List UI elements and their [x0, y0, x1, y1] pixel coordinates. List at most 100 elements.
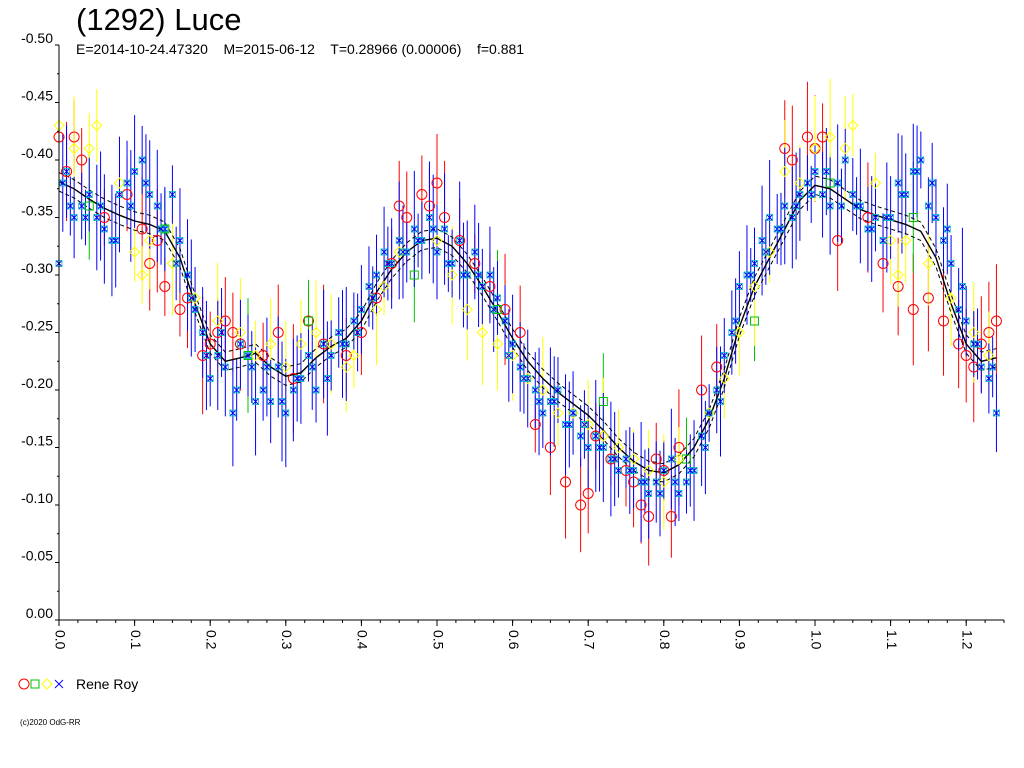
cross-box — [463, 271, 471, 279]
cross-box — [531, 386, 539, 394]
data-point-cross — [592, 432, 600, 440]
cross-box — [490, 306, 498, 313]
cross-stroke — [248, 363, 256, 371]
legend-symbols — [18, 678, 64, 691]
x-tick-label: 0.8 — [657, 630, 673, 650]
data-point-cross — [82, 214, 89, 221]
cross-stroke — [955, 306, 962, 313]
cross-stroke — [732, 317, 739, 325]
cross-stroke — [736, 283, 743, 290]
cross-stroke — [327, 352, 335, 359]
cross-stroke — [373, 271, 380, 279]
cross-box — [698, 432, 705, 440]
cross-stroke — [233, 386, 241, 394]
data-point-circle — [779, 143, 791, 154]
cross-box — [841, 156, 849, 164]
data-point-circle — [907, 304, 919, 315]
cross-box — [108, 237, 116, 244]
cross-box — [441, 225, 448, 233]
cross-stroke — [290, 386, 297, 394]
cross-stroke — [940, 237, 947, 244]
data-point-cross — [569, 409, 577, 417]
cross-stroke — [705, 409, 713, 417]
cross-box — [819, 191, 826, 198]
cross-stroke — [282, 409, 290, 417]
cross-stroke — [324, 375, 331, 382]
data-point-circle — [234, 338, 246, 350]
data-point-cross — [475, 271, 482, 279]
cross-box — [112, 237, 120, 244]
data-point-cross — [244, 352, 252, 359]
cross-stroke — [611, 455, 619, 463]
cross-box — [448, 260, 456, 267]
cross-box — [762, 248, 770, 256]
cross-stroke — [796, 191, 804, 198]
cross-box — [894, 179, 902, 187]
data-point-circle — [983, 327, 995, 338]
cross-stroke — [592, 432, 600, 440]
cross-stroke — [894, 179, 902, 187]
data-point-cross — [191, 306, 199, 313]
cross-box — [305, 352, 312, 359]
data-point-cross — [494, 294, 501, 302]
data-point-cross — [520, 375, 528, 382]
cross-box — [494, 294, 501, 302]
data-point-cross — [720, 352, 728, 359]
data-point-cross — [176, 237, 184, 244]
data-point-cross — [85, 191, 93, 198]
cross-box — [626, 467, 634, 474]
cross-box — [78, 202, 86, 210]
cross-stroke — [263, 363, 271, 371]
data-point-diamond — [340, 361, 352, 373]
cross-box — [520, 375, 528, 382]
cross-box — [913, 168, 921, 175]
data-point-cross — [974, 340, 981, 348]
cross-box — [339, 340, 346, 348]
data-point-cross — [868, 225, 876, 233]
cross-box — [85, 191, 93, 198]
data-point-cross — [819, 191, 826, 198]
cross-stroke — [853, 202, 860, 210]
data-point-circle — [287, 373, 299, 384]
data-point-cross — [807, 191, 815, 198]
data-point-circle — [643, 511, 655, 522]
cross-box — [388, 260, 396, 267]
data-point-circle — [635, 499, 647, 511]
cross-box — [365, 283, 373, 290]
data-point-circle — [620, 465, 632, 476]
cross-stroke — [444, 260, 452, 267]
data-point-cross — [766, 214, 774, 221]
data-point-circle — [197, 350, 209, 361]
cross-box — [252, 398, 259, 405]
x-tick-label: 0.0 — [52, 630, 68, 650]
data-point-cross — [131, 168, 139, 175]
x-tick-label: 1.1 — [884, 630, 900, 650]
data-point-square — [825, 178, 835, 188]
data-point-circle — [76, 154, 88, 166]
error-bars-layer — [58, 78, 997, 566]
cross-box — [970, 340, 978, 348]
cross-box — [985, 375, 993, 382]
cross-box — [928, 179, 936, 187]
data-point-circle — [68, 131, 80, 143]
cross-stroke — [191, 306, 199, 313]
cross-stroke — [822, 168, 830, 175]
data-point-cross — [539, 409, 547, 417]
cross-stroke — [395, 237, 403, 244]
data-point-cross — [263, 363, 271, 371]
data-point-cross — [834, 179, 842, 187]
data-point-diamond — [91, 119, 103, 132]
data-point-square — [681, 454, 691, 464]
cross-box — [157, 225, 165, 233]
cross-box — [777, 225, 785, 233]
cross-stroke — [146, 191, 154, 198]
cross-box — [153, 202, 161, 210]
data-point-circle — [227, 327, 239, 338]
cross-stroke — [683, 478, 690, 486]
cross-box — [127, 202, 135, 210]
cross-stroke — [713, 386, 721, 394]
cross-box — [637, 478, 645, 486]
data-point-circle — [355, 327, 367, 338]
y-tick-label: -0.15 — [21, 433, 53, 449]
x-tick-label: 0.5 — [430, 630, 446, 650]
